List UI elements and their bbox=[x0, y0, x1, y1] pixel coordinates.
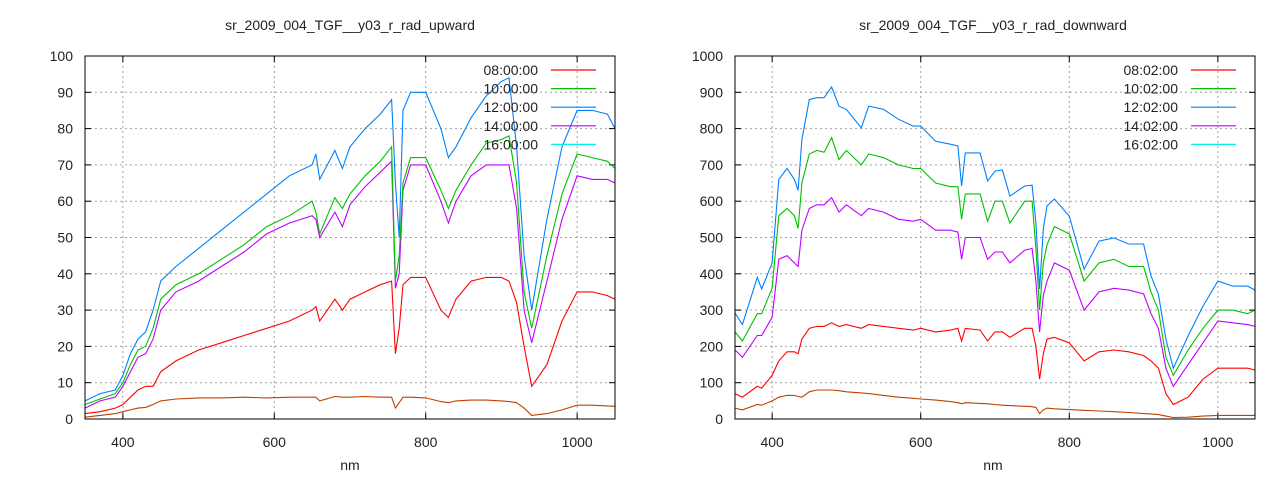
chart-downward: sr_2009_004_TGF__y03_r_rad_downward nm 0… bbox=[692, 17, 1256, 473]
chart-upward: sr_2009_004_TGF__y03_r_rad_upward nm 0 10… bbox=[50, 17, 616, 473]
plot-frame bbox=[734, 55, 1256, 420]
y-tick-label: 10 bbox=[57, 375, 73, 391]
series-line bbox=[734, 196, 1256, 388]
x-tick-label: 600 bbox=[909, 434, 933, 450]
x-tick-label: 1000 bbox=[562, 434, 593, 450]
x-tick-label: 800 bbox=[1058, 434, 1082, 450]
series-line bbox=[734, 322, 1256, 406]
y-tick-label: 100 bbox=[50, 48, 74, 64]
y-tick-label: 1000 bbox=[692, 48, 723, 64]
legend-label: 12:00:00 bbox=[484, 99, 539, 115]
y-tick-label: 600 bbox=[700, 193, 724, 209]
series-line bbox=[84, 395, 616, 418]
y-tick-label: 900 bbox=[700, 84, 724, 100]
legend-label: 16:02:00 bbox=[1124, 136, 1179, 152]
y-tick-label: 20 bbox=[57, 338, 73, 354]
legend-label: 14:00:00 bbox=[484, 118, 539, 134]
y-tick-label: 0 bbox=[715, 411, 723, 427]
y-tick-label: 100 bbox=[700, 375, 724, 391]
legend-label: 12:02:00 bbox=[1124, 99, 1179, 115]
legend-label: 16:00:00 bbox=[484, 136, 539, 152]
legend-label: 14:02:00 bbox=[1124, 118, 1179, 134]
chart-title: sr_2009_004_TGF__y03_r_rad_upward bbox=[225, 17, 475, 33]
plot-frame bbox=[84, 55, 616, 420]
x-tick-label: 600 bbox=[263, 434, 287, 450]
y-tick-label: 0 bbox=[65, 411, 73, 427]
y-tick-label: 90 bbox=[57, 84, 73, 100]
series-line bbox=[84, 76, 616, 402]
y-tick-label: 50 bbox=[57, 230, 73, 246]
y-tick-label: 300 bbox=[700, 302, 724, 318]
x-axis-label: nm bbox=[340, 457, 359, 473]
y-tick-label: 800 bbox=[700, 121, 724, 137]
series-line bbox=[734, 389, 1255, 419]
y-tick-label: 80 bbox=[57, 121, 73, 137]
legend-label: 08:02:00 bbox=[1124, 62, 1179, 78]
series-line bbox=[84, 160, 616, 409]
x-tick-label: 400 bbox=[760, 434, 784, 450]
series-line bbox=[84, 276, 616, 415]
y-tick-label: 200 bbox=[700, 338, 724, 354]
x-tick-label: 800 bbox=[414, 434, 438, 450]
y-tick-label: 60 bbox=[57, 193, 73, 209]
chart-title: sr_2009_004_TGF__y03_r_rad_downward bbox=[859, 17, 1127, 33]
y-tick-label: 500 bbox=[700, 230, 724, 246]
series-line bbox=[734, 136, 1256, 377]
y-tick-label: 70 bbox=[57, 157, 73, 173]
legend-label: 10:00:00 bbox=[484, 81, 539, 97]
x-axis-label: nm bbox=[983, 457, 1002, 473]
y-tick-label: 40 bbox=[57, 266, 73, 282]
series-line bbox=[734, 85, 1256, 370]
series-line bbox=[84, 135, 616, 406]
x-tick-label: 1000 bbox=[1202, 434, 1233, 450]
x-tick-label: 400 bbox=[111, 434, 135, 450]
legend-label: 10:02:00 bbox=[1124, 81, 1179, 97]
legend-label: 08:00:00 bbox=[484, 62, 539, 78]
y-tick-label: 700 bbox=[700, 157, 724, 173]
y-tick-label: 30 bbox=[57, 302, 73, 318]
y-tick-label: 400 bbox=[700, 266, 724, 282]
